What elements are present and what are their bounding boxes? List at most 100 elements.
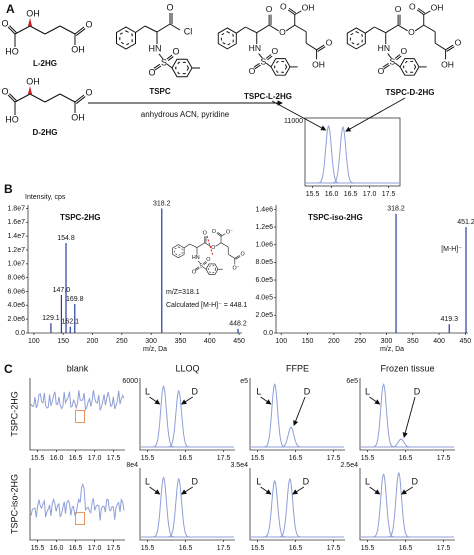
bond: [285, 24, 296, 32]
bond: [202, 266, 207, 270]
bond: [14, 93, 31, 103]
x-tick-label: 17.5: [217, 455, 231, 462]
bond: [234, 255, 240, 259]
x-tick-label: 15.5: [141, 455, 155, 462]
pointer-arrow: [271, 100, 327, 131]
bond: [253, 63, 260, 68]
axis: [275, 205, 468, 334]
column-header: blank: [67, 363, 89, 373]
pointer-arrow: [345, 97, 406, 132]
bond: [396, 55, 402, 61]
bond: [423, 24, 436, 33]
x-axis-label: m/z, Da: [143, 346, 167, 353]
peak-name: L: [256, 386, 261, 396]
peak-name: D: [414, 386, 421, 396]
ring-inner: [402, 61, 417, 73]
atom-label: O: [279, 27, 286, 37]
atom-label: S: [390, 56, 396, 66]
bond: [74, 26, 85, 35]
x-tick-label: 250: [354, 338, 366, 345]
annotation: [M-H]⁻: [441, 246, 462, 253]
pointer-arrow: [293, 396, 306, 427]
wedge-bond: [28, 86, 32, 94]
atom-label: HN: [192, 255, 200, 261]
x-tick-label: 100: [28, 338, 40, 345]
pointer-arrow: [292, 486, 305, 495]
y-tick-label: 1.6e7: [7, 219, 25, 226]
peak-name: D: [304, 386, 311, 396]
pointer-arrow: [181, 396, 194, 405]
x-tick-label: 15.5: [31, 545, 45, 552]
atom-label: O: [211, 245, 215, 251]
axis: [249, 468, 345, 541]
bond: [258, 53, 263, 59]
wedge-bond: [28, 18, 32, 26]
atom-label: O: [206, 257, 210, 263]
bond: [183, 243, 190, 249]
atom-label: O: [395, 4, 402, 14]
panel-label: A: [6, 2, 15, 16]
bond: [44, 93, 61, 103]
atom-label: OH: [26, 8, 40, 18]
x-tick-label: 100: [275, 338, 287, 345]
axis: [359, 378, 455, 451]
axis: [29, 468, 125, 541]
y-tick-label: 4.0e6: [7, 302, 25, 309]
atom-label: OH: [26, 76, 40, 86]
atom-label: O: [249, 66, 256, 76]
reaction-condition: anhydrous ACN, pyridine: [141, 110, 230, 119]
x-tick-label: 16.5: [399, 545, 413, 552]
atom-label: S: [199, 264, 203, 270]
y-tick-label: 1.0e7: [7, 261, 25, 268]
chromatogram-peak: [167, 477, 191, 538]
molecule-name: TSPC: [149, 87, 171, 96]
y-tick-label: 1.0e6: [255, 242, 273, 249]
atom-label: O: [409, 1, 416, 11]
y-tick-label: 8.0e6: [7, 274, 25, 281]
bond: [59, 25, 76, 35]
chromatogram-peak: [389, 438, 413, 448]
atom-label: HO: [5, 114, 19, 124]
axis: [249, 378, 345, 451]
column-header: Frozen tissue: [380, 363, 434, 373]
x-tick-label: 300: [145, 338, 157, 345]
fragment-label: m/Z=318.1: [166, 289, 200, 296]
row-label: TSPC-2HG: [9, 391, 19, 437]
x-tick-label: 350: [175, 338, 187, 345]
peak-label: 169.8: [66, 296, 84, 303]
x-tick-label: 17.5: [382, 191, 396, 198]
atom-label: O: [408, 27, 415, 37]
axis: [139, 468, 235, 541]
atom-label: O: [326, 37, 333, 47]
atom-label: HN: [378, 43, 390, 53]
atom-label: OH: [71, 44, 85, 54]
x-tick-label: 16.5: [179, 545, 193, 552]
peak-name: L: [365, 386, 370, 396]
chromatogram-peak: [317, 124, 340, 184]
x-tick-label: 16.5: [289, 455, 303, 462]
bond: [254, 64, 261, 70]
atom-label: OH: [441, 59, 454, 69]
bond: [394, 62, 401, 68]
bond: [189, 243, 198, 248]
atom-label: O: [85, 19, 92, 29]
bond: [434, 42, 446, 51]
bond: [305, 42, 317, 51]
atom-label: O: [1, 18, 8, 28]
peak-name: L: [256, 476, 261, 486]
x-tick-label: 17.0: [363, 191, 377, 198]
x-tick-label: 400: [433, 338, 445, 345]
y-tick-label: 8.0e5: [255, 259, 273, 266]
bond: [265, 62, 272, 68]
bond: [75, 28, 86, 36]
atom-label: OH: [431, 2, 444, 12]
molecule-name: D-2HG: [33, 128, 58, 137]
x-tick-label: 16.5: [69, 545, 83, 552]
bond: [235, 256, 241, 260]
x-tick-label: 17.0: [88, 455, 102, 462]
bond: [256, 24, 270, 34]
peak-name: D: [192, 386, 199, 396]
y-axis-label: 3.5e4: [230, 462, 248, 469]
